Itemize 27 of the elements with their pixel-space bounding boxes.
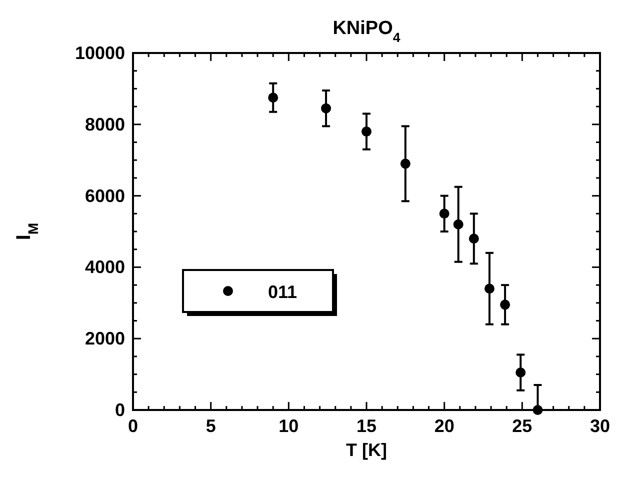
y-tick-label: 2000 bbox=[84, 328, 125, 349]
y-tick-label: 10000 bbox=[74, 43, 125, 63]
x-axis-title: T [K] bbox=[346, 440, 387, 460]
point bbox=[439, 208, 450, 219]
chart-title: KNiPO$_{4}$ bbox=[332, 18, 401, 44]
y-tick-label: 6000 bbox=[84, 186, 125, 206]
legend-label: 011 bbox=[268, 282, 298, 302]
point bbox=[532, 405, 543, 415]
point bbox=[484, 284, 494, 294]
point bbox=[453, 219, 464, 230]
point bbox=[362, 126, 372, 137]
x-tick-label: 25 bbox=[512, 416, 532, 436]
point bbox=[400, 158, 410, 169]
y-tick-label: 8000 bbox=[84, 114, 125, 134]
point bbox=[516, 368, 526, 378]
point bbox=[500, 300, 510, 310]
x-tick-label: 30 bbox=[590, 416, 610, 436]
y-tick-label: 4000 bbox=[84, 257, 125, 278]
x-tick-label: 5 bbox=[206, 416, 216, 436]
x-tick-label: 20 bbox=[434, 416, 454, 436]
x-tick-label: 10 bbox=[278, 416, 299, 436]
x-tick-label: 15 bbox=[356, 416, 377, 436]
point bbox=[268, 92, 278, 103]
point bbox=[468, 234, 479, 244]
y-tick-label: 0 bbox=[114, 400, 125, 420]
x-tick-label: 0 bbox=[128, 416, 138, 436]
point bbox=[321, 103, 332, 114]
